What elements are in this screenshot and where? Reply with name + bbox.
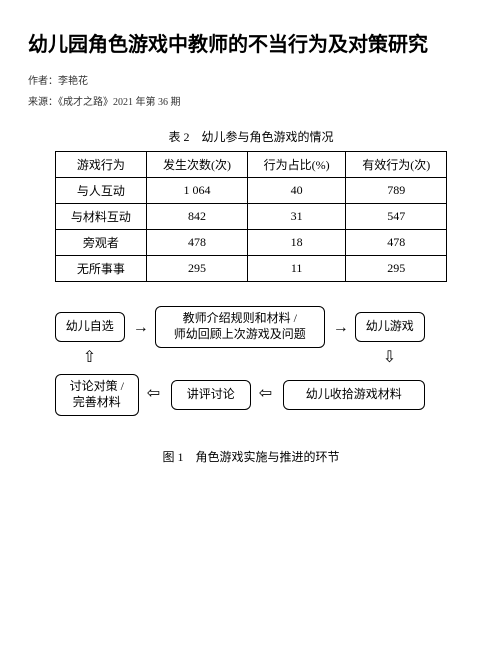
table-cell: 478: [346, 230, 447, 256]
table-row: 与材料互动 842 31 547: [55, 204, 446, 230]
table-row: 无所事事 295 11 295: [55, 256, 446, 282]
table-cell: 与人互动: [55, 178, 146, 204]
flow-box-review: 讲评讨论: [171, 380, 251, 410]
table-cell: 旁观者: [55, 230, 146, 256]
table-row: 旁观者 478 18 478: [55, 230, 446, 256]
table-cell: 842: [147, 204, 248, 230]
arrow-icon: →: [333, 320, 349, 336]
table-header-cell: 发生次数(次): [147, 152, 248, 178]
table-header-cell: 游戏行为: [55, 152, 146, 178]
table-cell: 789: [346, 178, 447, 204]
flow-box-children-play: 幼儿游戏: [355, 312, 425, 342]
data-table: 游戏行为 发生次数(次) 行为占比(%) 有效行为(次) 与人互动 1 064 …: [55, 151, 447, 282]
table-cell: 547: [346, 204, 447, 230]
table-cell: 31: [247, 204, 345, 230]
author-line: 作者：李艳花: [28, 72, 474, 87]
table-row: 与人互动 1 064 40 789: [55, 178, 446, 204]
arrow-down-icon: ⇩: [383, 350, 396, 366]
table-cell: 11: [247, 256, 345, 282]
table-header-cell: 有效行为(次): [346, 152, 447, 178]
table-cell: 与材料互动: [55, 204, 146, 230]
table-cell: 无所事事: [55, 256, 146, 282]
table-header-row: 游戏行为 发生次数(次) 行为占比(%) 有效行为(次): [55, 152, 446, 178]
page-title: 幼儿园角色游戏中教师的不当行为及对策研究: [28, 30, 474, 60]
table-cell: 478: [147, 230, 248, 256]
table-cell: 295: [346, 256, 447, 282]
flow-box-teacher-intro: 教师介绍规则和材料 / 师幼回顾上次游戏及问题: [155, 306, 325, 348]
arrow-left-icon: ⇦: [147, 386, 160, 402]
flow-box-discuss-improve: 讨论对策 / 完善材料: [55, 374, 139, 416]
figure-caption: 图 1 角色游戏实施与推进的环节: [28, 448, 474, 465]
table-header-cell: 行为占比(%): [247, 152, 345, 178]
flow-box-cleanup: 幼儿收拾游戏材料: [283, 380, 425, 410]
source-line: 来源：《成才之路》2021 年第 36 期: [28, 93, 474, 108]
flowchart: 幼儿自选 → 教师介绍规则和材料 / 师幼回顾上次游戏及问题 → 幼儿游戏 ⇩ …: [55, 302, 447, 442]
arrow-icon: →: [133, 320, 149, 336]
table-cell: 40: [247, 178, 345, 204]
table-cell: 1 064: [147, 178, 248, 204]
arrow-up-icon: ⇧: [83, 350, 96, 366]
arrow-left-icon: ⇦: [259, 386, 272, 402]
flow-box-self-select: 幼儿自选: [55, 312, 125, 342]
table-cell: 18: [247, 230, 345, 256]
table-caption: 表 2 幼儿参与角色游戏的情况: [28, 128, 474, 145]
table-cell: 295: [147, 256, 248, 282]
